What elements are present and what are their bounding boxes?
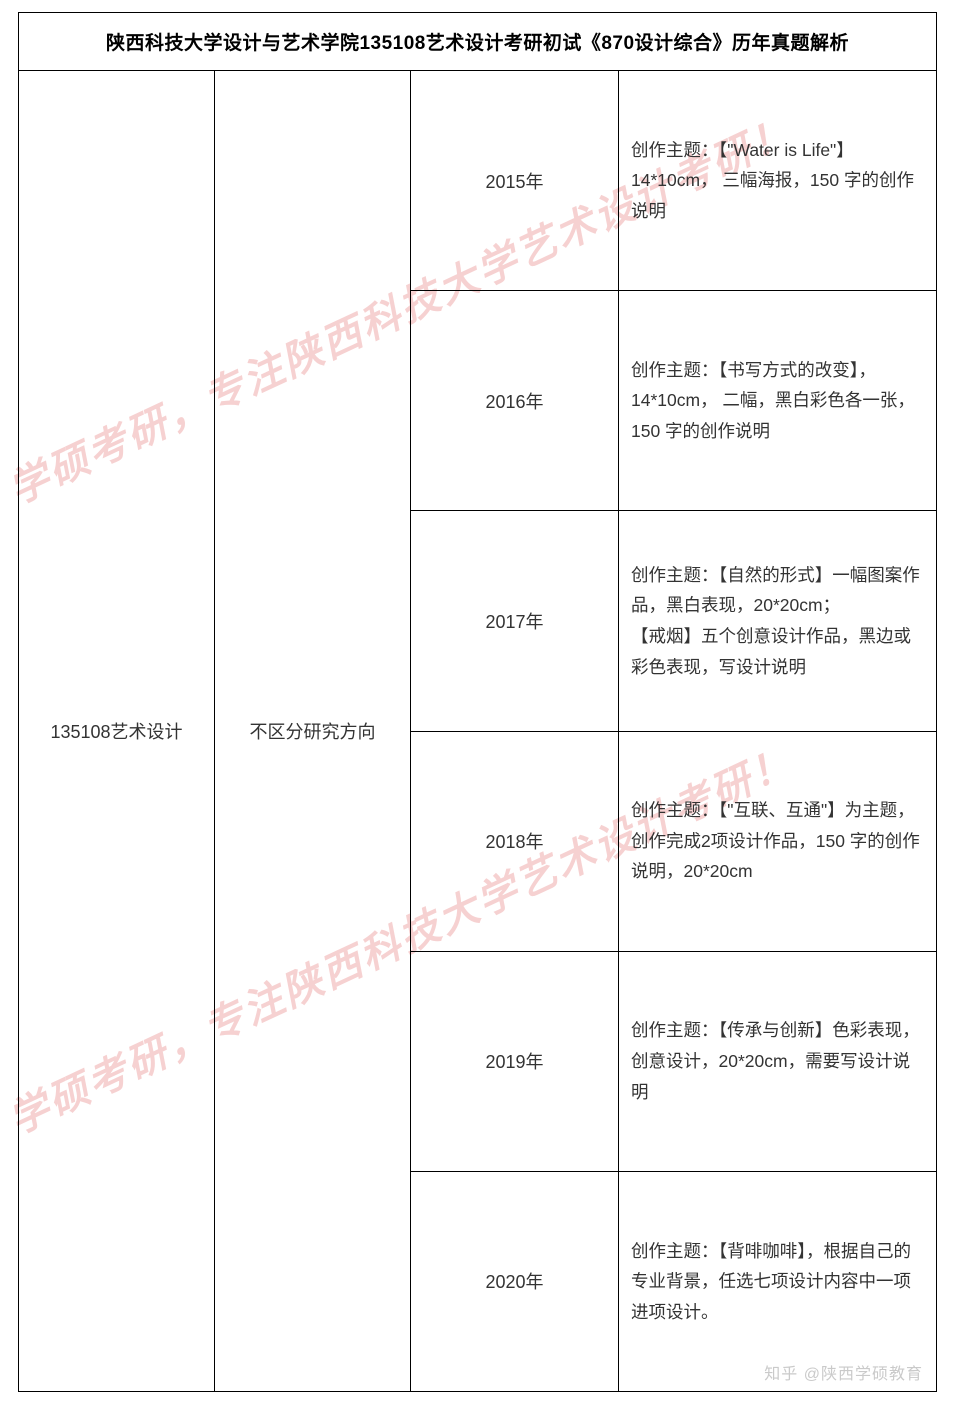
desc-text: 创作主题：【背啡咖啡】，根据自己的专业背景，任选七项设计内容中一项进项设计。 bbox=[631, 1236, 926, 1328]
table-row: 2016年 创作主题：【书写方式的改变】，14*10cm， 二幅，黑白彩色各一张… bbox=[411, 291, 936, 511]
year-cell: 2018年 bbox=[411, 732, 619, 951]
desc-cell: 创作主题：【自然的形式】一幅图案作品，黑白表现，20*20cm； 【戒烟】五个创… bbox=[619, 511, 936, 730]
desc-text: 创作主题：【书写方式的改变】，14*10cm， 二幅，黑白彩色各一张，150 字… bbox=[631, 355, 926, 447]
desc-cell: 创作主题：【"互联、互通"】为主题，创作完成2项设计作品，150 字的创作说明，… bbox=[619, 732, 936, 951]
table-body: 135108艺术设计 不区分研究方向 2015年 创作主题：【"Water is… bbox=[19, 71, 936, 1391]
desc-text: 创作主题：【"Water is Life"】14*10cm， 三幅海报，150 … bbox=[631, 135, 926, 227]
major-cell: 135108艺术设计 bbox=[19, 71, 215, 1391]
direction-cell: 不区分研究方向 bbox=[215, 71, 411, 1391]
year-cell: 2016年 bbox=[411, 291, 619, 510]
attribution-text: 知乎 @陕西学硕教育 bbox=[764, 1360, 923, 1384]
table-row: 2017年 创作主题：【自然的形式】一幅图案作品，黑白表现，20*20cm； 【… bbox=[411, 511, 936, 731]
year-cell: 2019年 bbox=[411, 952, 619, 1171]
desc-cell: 创作主题：【书写方式的改变】，14*10cm， 二幅，黑白彩色各一张，150 字… bbox=[619, 291, 936, 510]
rows-wrap: 2015年 创作主题：【"Water is Life"】14*10cm， 三幅海… bbox=[411, 71, 936, 1391]
table-title: 陕西科技大学设计与艺术学院135108艺术设计考研初试《870设计综合》历年真题… bbox=[19, 13, 936, 71]
desc-text: 创作主题：【传承与创新】色彩表现，创意设计，20*20cm，需要写设计说明 bbox=[631, 1015, 926, 1107]
desc-text: 创作主题：【"互联、互通"】为主题，创作完成2项设计作品，150 字的创作说明，… bbox=[631, 795, 926, 887]
year-cell: 2015年 bbox=[411, 71, 619, 290]
desc-cell: 创作主题：【背啡咖啡】，根据自己的专业背景，任选七项设计内容中一项进项设计。 bbox=[619, 1172, 936, 1391]
desc-cell: 创作主题：【传承与创新】色彩表现，创意设计，20*20cm，需要写设计说明 bbox=[619, 952, 936, 1171]
table-row: 2020年 创作主题：【背啡咖啡】，根据自己的专业背景，任选七项设计内容中一项进… bbox=[411, 1172, 936, 1391]
desc-text: 创作主题：【自然的形式】一幅图案作品，黑白表现，20*20cm； 【戒烟】五个创… bbox=[631, 560, 926, 683]
table-row: 2019年 创作主题：【传承与创新】色彩表现，创意设计，20*20cm，需要写设… bbox=[411, 952, 936, 1172]
year-cell: 2017年 bbox=[411, 511, 619, 730]
table-row: 2018年 创作主题：【"互联、互通"】为主题，创作完成2项设计作品，150 字… bbox=[411, 732, 936, 952]
table-container: 陕西科技大学设计与艺术学院135108艺术设计考研初试《870设计综合》历年真题… bbox=[18, 12, 937, 1392]
table-row: 2015年 创作主题：【"Water is Life"】14*10cm， 三幅海… bbox=[411, 71, 936, 291]
desc-cell: 创作主题：【"Water is Life"】14*10cm， 三幅海报，150 … bbox=[619, 71, 936, 290]
year-cell: 2020年 bbox=[411, 1172, 619, 1391]
